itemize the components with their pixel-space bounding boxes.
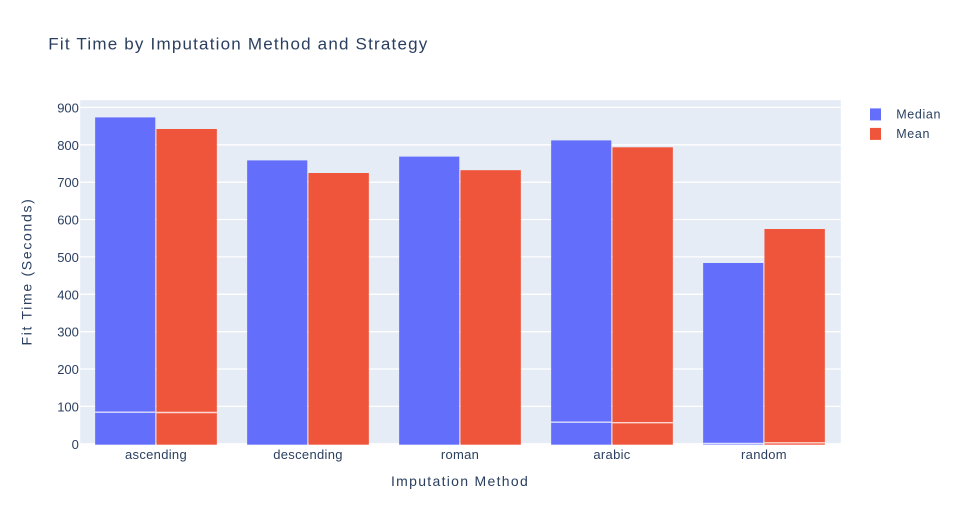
svg-text:200: 200 — [57, 362, 79, 377]
svg-text:roman: roman — [441, 447, 479, 462]
svg-text:descending: descending — [273, 447, 343, 462]
svg-text:ascending: ascending — [125, 447, 187, 462]
svg-text:100: 100 — [57, 399, 79, 414]
svg-text:700: 700 — [57, 175, 79, 190]
svg-text:Fit Time by Imputation Method: Fit Time by Imputation Method and Strate… — [48, 34, 428, 53]
svg-text:600: 600 — [57, 213, 79, 228]
svg-text:Mean: Mean — [896, 127, 930, 141]
svg-text:Median: Median — [896, 108, 941, 122]
svg-text:Imputation Method: Imputation Method — [391, 473, 529, 489]
svg-text:900: 900 — [57, 100, 79, 115]
svg-text:300: 300 — [57, 325, 79, 340]
svg-text:Fit Time (Seconds): Fit Time (Seconds) — [19, 197, 35, 345]
svg-text:500: 500 — [57, 250, 79, 265]
svg-text:random: random — [741, 447, 787, 462]
svg-text:0: 0 — [72, 437, 79, 452]
svg-text:arabic: arabic — [593, 447, 630, 462]
svg-text:400: 400 — [57, 287, 79, 302]
svg-text:800: 800 — [57, 138, 79, 153]
